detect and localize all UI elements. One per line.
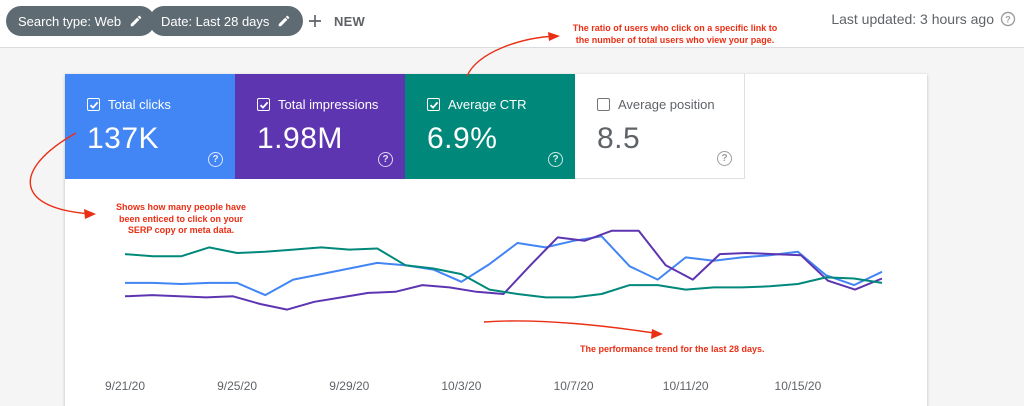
search-type-filter-chip[interactable]: Search type: Web [6,6,156,36]
clicks-annotation-line: Shows how many people have [115,202,247,212]
clicks-annotation: Shows how many people have been enticed … [96,202,266,237]
help-icon[interactable]: ? [548,152,563,167]
x-tick-label: 10/11/20 [663,379,709,393]
x-tick-label: 10/7/20 [554,379,594,393]
metric-total-clicks[interactable]: Total clicks 137K ? [65,74,235,179]
last-updated-status: Last updated: 3 hours ago ? [831,11,1016,27]
metric-label: Average position [618,97,715,112]
plus-icon [309,15,321,27]
date-filter-chip[interactable]: Date: Last 28 days [149,6,304,36]
help-icon[interactable]: ? [208,152,223,167]
metric-label: Total impressions [278,97,379,112]
metric-total-impressions[interactable]: Total impressions 1.98M ? [235,74,405,179]
series-line-2 [124,246,883,299]
metric-header: Total clicks [87,97,171,112]
x-tick-label: 9/29/20 [329,379,369,393]
arrow-head [651,329,663,339]
clicks-annotation-line: SERP copy or meta data. [127,225,235,235]
trend-annotation-arrow [483,320,661,335]
arrow-head [84,209,96,219]
performance-card: Total clicks 137K ? Total impressions 1.… [65,74,927,406]
help-icon[interactable]: ? [717,151,732,166]
metric-average-position[interactable]: Average position 8.5 ? [575,74,745,179]
new-filter-label: NEW [334,13,365,29]
metric-value: 1.98M [257,122,343,155]
search-type-label: Search type: Web [18,13,122,29]
metric-value: 137K [87,122,160,155]
metric-label: Total clicks [108,97,171,112]
checkbox-unchecked-icon[interactable] [597,98,610,111]
metric-average-ctr[interactable]: Average CTR 6.9% ? [405,74,575,179]
help-circle-icon[interactable]: ? [1000,11,1016,27]
edit-pencil-icon[interactable] [277,14,291,28]
metric-header: Total impressions [257,97,378,112]
clicks-annotation-arrow [29,132,95,215]
top-filter-bar: Search type: Web Date: Last 28 days NEW … [0,0,1024,48]
series-line-1 [124,229,883,311]
metric-label: Average CTR [448,97,527,112]
metric-value: 8.5 [597,122,641,155]
new-filter-button[interactable]: NEW [306,9,365,33]
help-icon[interactable]: ? [378,152,393,167]
ctr-annotation-arrow [466,35,556,77]
checkbox-checked-icon[interactable] [427,98,440,111]
metric-header: Average position [597,97,715,112]
series-line-0 [125,235,883,297]
ctr-annotation: The ratio of users who click on a specif… [560,23,790,46]
trend-annotation: The performance trend for the last 28 da… [580,344,765,354]
x-tick-label: 10/3/20 [441,379,481,393]
last-updated-text: Last updated: 3 hours ago [831,11,994,27]
date-filter-label: Date: Last 28 days [161,13,270,29]
x-tick-label: 10/15/20 [775,379,822,393]
arrow-head [548,32,560,41]
x-tick-label: 9/25/20 [217,379,257,393]
checkbox-checked-icon[interactable] [257,98,270,111]
ctr-annotation-line: the number of total users who view your … [575,34,775,45]
ctr-annotation-line: The ratio of users who click on a specif… [572,23,778,33]
x-tick-label: 9/21/20 [105,379,145,393]
edit-pencil-icon[interactable] [129,14,143,28]
clicks-annotation-line: been enticed to click on your [118,213,244,224]
checkbox-checked-icon[interactable] [87,98,100,111]
svg-text:?: ? [1005,15,1011,25]
metric-value: 6.9% [427,122,498,155]
metric-header: Average CTR [427,97,527,112]
